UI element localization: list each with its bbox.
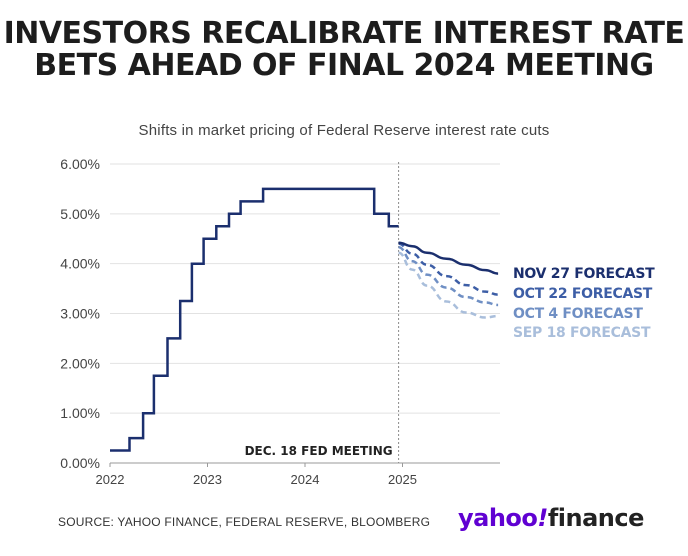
series-label-sep: SEP 18 FORECAST [513, 325, 651, 341]
x-tick-label: 2025 [388, 472, 417, 487]
series-label-oct4: OCT 4 FORECAST [513, 306, 643, 322]
y-tick-label: 0.00% [60, 455, 100, 471]
y-tick-label: 4.00% [60, 256, 100, 272]
x-tick-label: 2022 [96, 472, 125, 487]
x-tick-label: 2023 [193, 472, 222, 487]
logo-yahoo: yahoo [458, 504, 538, 532]
y-tick-label: 5.00% [60, 206, 100, 222]
forecast-line-oct22 [398, 242, 499, 296]
y-tick-label: 1.00% [60, 405, 100, 421]
fed-meeting-label: DEC. 18 FED MEETING [245, 444, 393, 458]
x-tick-label: 2024 [291, 472, 320, 487]
y-tick-label: 3.00% [60, 306, 100, 322]
y-tick-labels: 0.00% 1.00% 2.00% 3.00% 4.00% 5.00% 6.00% [60, 156, 100, 471]
series-label-nov: NOV 27 FORECAST [513, 266, 655, 282]
logo-finance: finance [547, 504, 645, 532]
logo-slash: ! [537, 504, 548, 532]
chart-title: INVESTORS RECALIBRATE INTEREST RATE BETS… [3, 16, 685, 83]
chart-subtitle: Shifts in market pricing of Federal Rese… [138, 122, 550, 139]
series-labels: DEC. 18 FED MEETING NOV 27 FORECAST OCT 22… [245, 266, 656, 458]
chart-marks [110, 162, 499, 463]
x-tick-labels: 2022 2023 2024 2025 [96, 472, 417, 487]
yahoo-finance-logo: yahoo!finance [458, 504, 644, 532]
series-label-oct22: OCT 22 FORECAST [513, 286, 653, 302]
forecast-line-nov [398, 241, 499, 275]
grid-lines [109, 163, 500, 467]
y-tick-label: 6.00% [60, 156, 100, 172]
forecast-line-oct4 [398, 245, 499, 307]
source-note: SOURCE: YAHOO FINANCE, FEDERAL RESERVE, … [58, 515, 431, 529]
y-tick-label: 2.00% [60, 355, 100, 371]
forecast-line-sep [398, 251, 499, 319]
history-line [110, 187, 399, 452]
